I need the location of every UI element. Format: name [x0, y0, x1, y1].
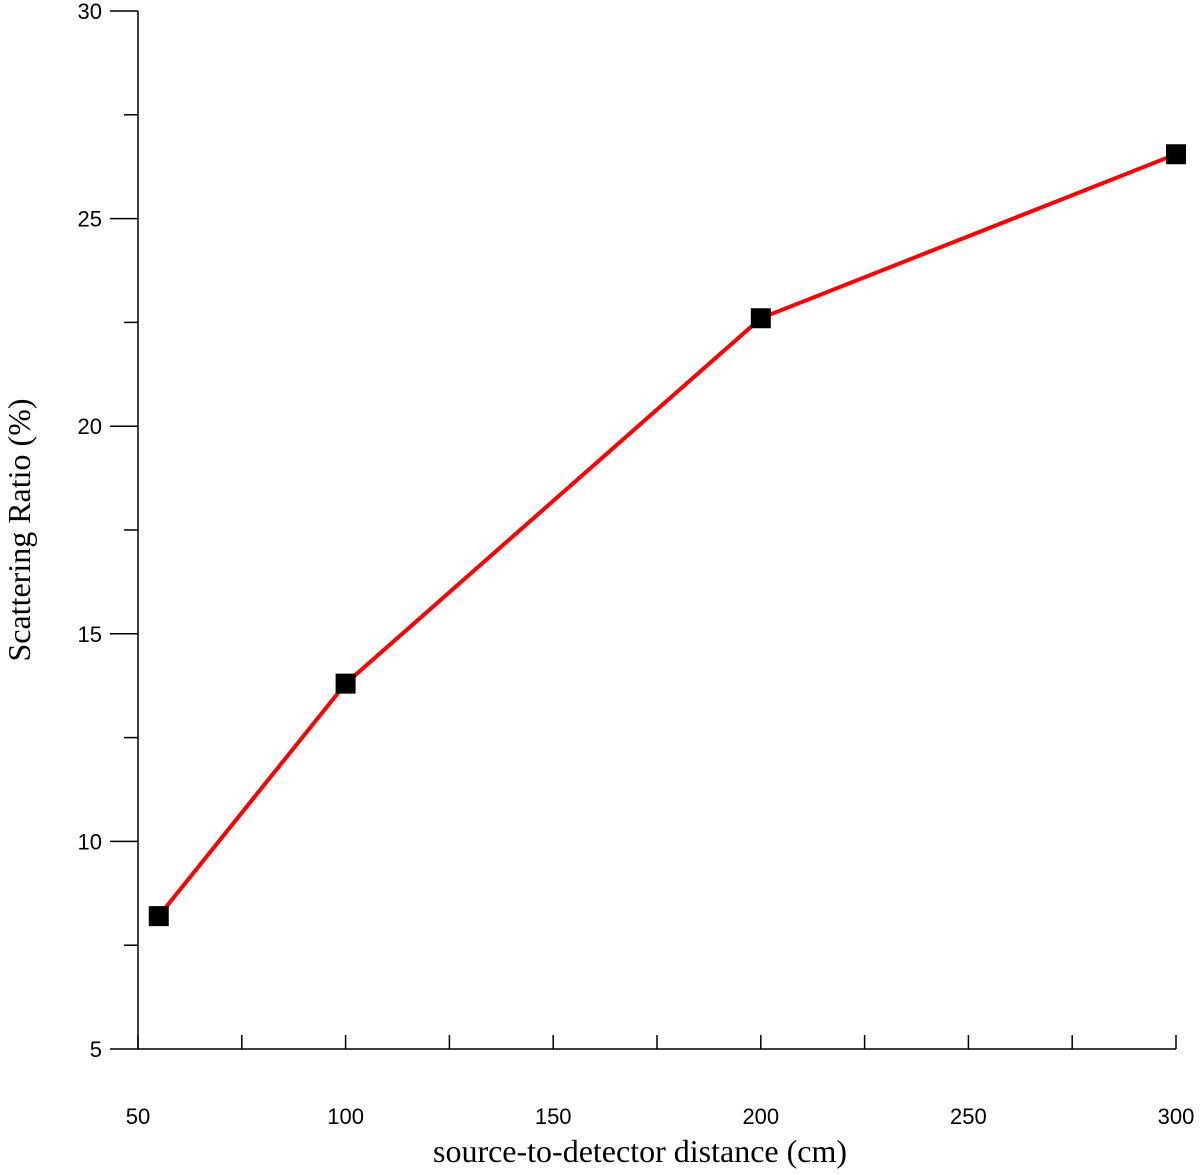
y-axis-title: Scattering Ratio (%): [1, 398, 37, 661]
x-axis-title: source-to-detector distance (cm): [433, 1133, 847, 1169]
x-tick-label: 150: [535, 1104, 572, 1129]
x-tick-label: 250: [950, 1104, 987, 1129]
y-tick-label: 30: [78, 0, 102, 24]
y-tick-label: 10: [78, 829, 102, 854]
y-tick-label: 5: [90, 1037, 102, 1062]
x-tick-label: 300: [1158, 1104, 1195, 1129]
y-tick-label: 25: [78, 207, 102, 232]
x-tick-label: 200: [742, 1104, 779, 1129]
marker: [1166, 144, 1186, 165]
marker: [148, 906, 169, 927]
marker: [750, 308, 771, 329]
series-line: [157, 152, 1177, 918]
x-tick-label: 50: [126, 1104, 150, 1129]
marker: [335, 673, 356, 694]
x-tick-label: 100: [327, 1104, 364, 1129]
y-tick-label: 15: [78, 622, 102, 647]
y-tick-label: 20: [78, 414, 102, 439]
